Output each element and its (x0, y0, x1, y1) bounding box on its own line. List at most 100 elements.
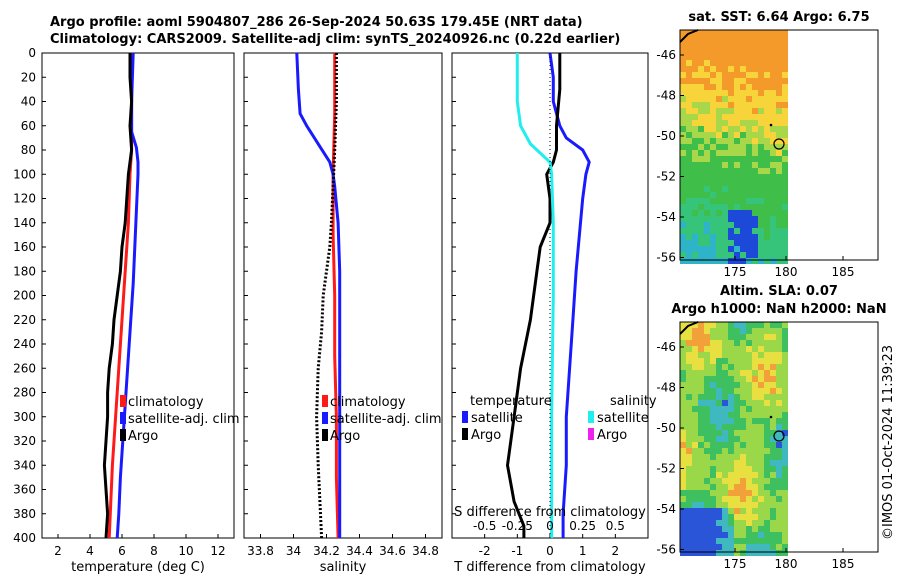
map-cell (698, 388, 704, 394)
map-cell (746, 400, 752, 406)
map-cell (704, 60, 710, 66)
map-cell (722, 90, 728, 96)
map-cell (680, 418, 686, 424)
map-cell (698, 90, 704, 96)
map-cell (776, 436, 782, 442)
map-cell (770, 66, 776, 72)
map-cell (686, 526, 692, 532)
map-cell (764, 340, 770, 346)
map-cell (740, 484, 746, 490)
map-cell (776, 246, 782, 252)
map-cell (776, 234, 782, 240)
map-cell (734, 156, 740, 162)
map-cell (698, 162, 704, 168)
map-cell (728, 376, 734, 382)
map-cell (722, 210, 728, 216)
map-cell (716, 322, 722, 328)
legend-title-salinity: salinity (610, 394, 657, 409)
map-cell (752, 328, 758, 334)
xtick-label: 34.4 (346, 544, 373, 558)
map-cell (722, 252, 728, 258)
map-cell (692, 54, 698, 60)
map-cell (722, 406, 728, 412)
map-cell (692, 430, 698, 436)
map-cell (692, 252, 698, 258)
map-cell (782, 90, 788, 96)
map-cell (704, 346, 710, 352)
map-cell (704, 322, 710, 328)
map-cell (704, 168, 710, 174)
map-cell (770, 96, 776, 102)
map-cell (746, 394, 752, 400)
xaxis-label-temperature: temperature (deg C) (71, 560, 205, 575)
map-cell (710, 544, 716, 550)
map-cell (740, 418, 746, 424)
map-cell (698, 496, 704, 502)
map-cell (722, 424, 728, 430)
map-cell (740, 514, 746, 520)
map-cell (692, 42, 698, 48)
map-cell (710, 156, 716, 162)
map-cell (776, 162, 782, 168)
map-cell (728, 72, 734, 78)
map-cell (710, 234, 716, 240)
map-cell (722, 144, 728, 150)
map-cell (686, 406, 692, 412)
map-cell (698, 78, 704, 84)
map-cell (692, 478, 698, 484)
map-cell (734, 192, 740, 198)
map-cell (704, 532, 710, 538)
map-cell (764, 108, 770, 114)
xtick-label: -1 (511, 544, 523, 558)
map-cell (782, 222, 788, 228)
map-cell (764, 162, 770, 168)
map-cell (764, 454, 770, 460)
map-cell (758, 60, 764, 66)
map-cell (770, 216, 776, 222)
map-cell (740, 490, 746, 496)
map-cell (764, 436, 770, 442)
map-cell (728, 36, 734, 42)
map-cell (710, 472, 716, 478)
map-cell (734, 162, 740, 168)
map-cell (770, 538, 776, 544)
map-cell (746, 334, 752, 340)
map-cell (746, 252, 752, 258)
map-cell (752, 472, 758, 478)
map-cell (752, 96, 758, 102)
map-cell (704, 120, 710, 126)
map-cell (716, 412, 722, 418)
map-cell (686, 174, 692, 180)
map-cell (776, 54, 782, 60)
map-cell (776, 352, 782, 358)
map-cell (776, 424, 782, 430)
map-cell (704, 258, 710, 264)
map-cell (722, 328, 728, 334)
map-cell (698, 526, 704, 532)
map-cell (734, 448, 740, 454)
map-cell (710, 228, 716, 234)
map-cell (686, 54, 692, 60)
map-cell (740, 352, 746, 358)
map-cell (692, 228, 698, 234)
map-cell (692, 382, 698, 388)
map-cell (728, 430, 734, 436)
map-cell (722, 418, 728, 424)
ytick-label: 400 (13, 531, 36, 545)
map-cell (728, 382, 734, 388)
map-cell (758, 156, 764, 162)
legend-label: satellite (597, 411, 649, 426)
map-cell (722, 126, 728, 132)
map-cell (746, 346, 752, 352)
map-cell (710, 484, 716, 490)
map-cell (734, 334, 740, 340)
map-cell (782, 406, 788, 412)
map-cell (680, 132, 686, 138)
map-cell (722, 340, 728, 346)
map-cell (686, 72, 692, 78)
map-cell (722, 150, 728, 156)
map-cell (722, 538, 728, 544)
map-cell (686, 502, 692, 508)
map-cell (764, 550, 770, 556)
